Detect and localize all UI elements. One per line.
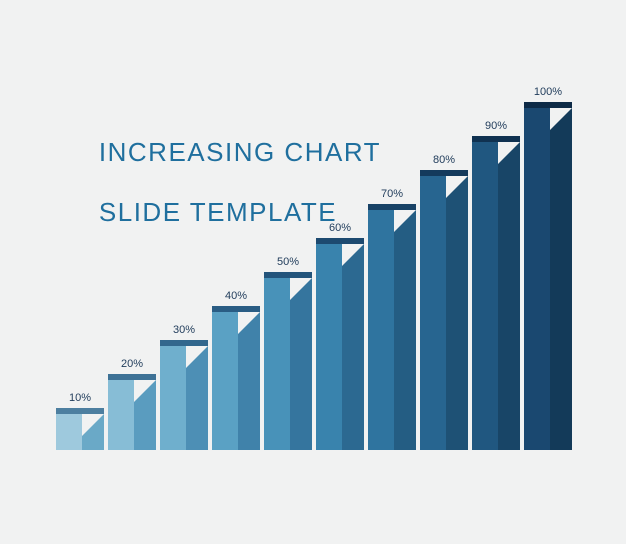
bar-group: 60% [316, 244, 364, 450]
bar-main [56, 414, 82, 450]
bar-main [160, 346, 186, 450]
bar-cap [264, 272, 312, 278]
bar-main [212, 312, 238, 450]
bar-shadow [186, 346, 208, 450]
bar-cap [212, 306, 260, 312]
bar-label: 20% [108, 358, 156, 370]
bar-group: 10% [56, 414, 104, 450]
bar-group: 80% [420, 176, 468, 450]
bar-cap [108, 374, 156, 380]
title-line-2: SLIDE TEMPLATE [99, 197, 337, 227]
bar-label: 90% [472, 120, 520, 132]
bar-main [316, 244, 342, 450]
bar-main [264, 278, 290, 450]
bar-main [420, 176, 446, 450]
bar-shadow [134, 380, 156, 450]
bar-shadow [550, 108, 572, 450]
chart-title: INCREASING CHART SLIDE TEMPLATE [64, 108, 381, 257]
bar-label: 10% [56, 392, 104, 404]
bar-group: 70% [368, 210, 416, 450]
bar-label: 50% [264, 256, 312, 268]
bar-cap [420, 170, 468, 176]
bar-cap [368, 204, 416, 210]
bar-cap [524, 102, 572, 108]
bar-shadow [342, 244, 364, 450]
bar-main [472, 142, 498, 450]
bar-shadow [446, 176, 468, 450]
bar-shadow [290, 278, 312, 450]
bar-cap [316, 238, 364, 244]
bar-group: 100% [524, 108, 572, 450]
title-line-1: INCREASING CHART [99, 137, 381, 167]
bar-group: 30% [160, 346, 208, 450]
bar-cap [472, 136, 520, 142]
bar-shadow [82, 414, 104, 450]
bar-group: 90% [472, 142, 520, 450]
bar-label: 60% [316, 222, 364, 234]
bar-group: 20% [108, 380, 156, 450]
bar-cap [56, 408, 104, 414]
bar-group: 50% [264, 278, 312, 450]
bar-label: 40% [212, 290, 260, 302]
bar-label: 100% [524, 86, 572, 98]
bar-shadow [394, 210, 416, 450]
bar-main [524, 108, 550, 450]
bar-cap [160, 340, 208, 346]
bar-group: 40% [212, 312, 260, 450]
bar-main [368, 210, 394, 450]
bar-main [108, 380, 134, 450]
bar-label: 70% [368, 188, 416, 200]
bar-label: 30% [160, 324, 208, 336]
chart-canvas: INCREASING CHART SLIDE TEMPLATE 10%20%30… [0, 0, 626, 544]
bar-shadow [238, 312, 260, 450]
bar-shadow [498, 142, 520, 450]
bar-label: 80% [420, 154, 468, 166]
